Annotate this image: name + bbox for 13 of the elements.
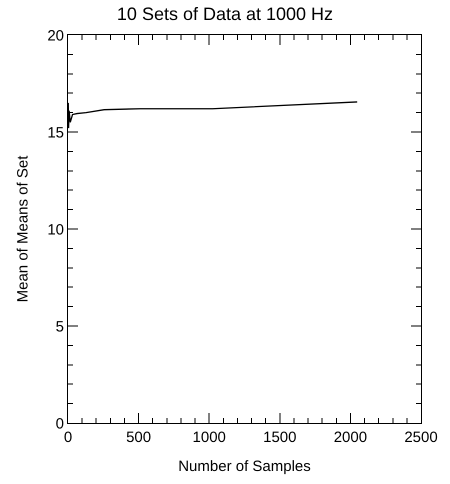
y-tick-label: 15	[47, 124, 64, 142]
x-axis-title: Number of Samples	[178, 458, 311, 475]
x-tick-label: 2500	[404, 429, 438, 446]
y-axis-title: Mean of Means of Set	[14, 154, 32, 302]
x-tick-label: 1000	[192, 429, 226, 446]
chart-title: 10 Sets of Data at 1000 Hz	[116, 4, 334, 24]
y-tick-label: 10	[47, 221, 64, 238]
x-tick-label: 2000	[334, 429, 368, 446]
x-tick-label: 500	[126, 429, 152, 446]
x-tick-label: 1500	[263, 429, 296, 446]
y-tick-label: 20	[47, 27, 64, 44]
y-tick-label: 5	[56, 318, 64, 336]
y-tick-label: 0	[56, 415, 64, 432]
